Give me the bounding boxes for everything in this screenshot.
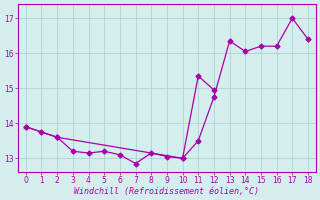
X-axis label: Windchill (Refroidissement éolien,°C): Windchill (Refroidissement éolien,°C) [74,187,260,196]
